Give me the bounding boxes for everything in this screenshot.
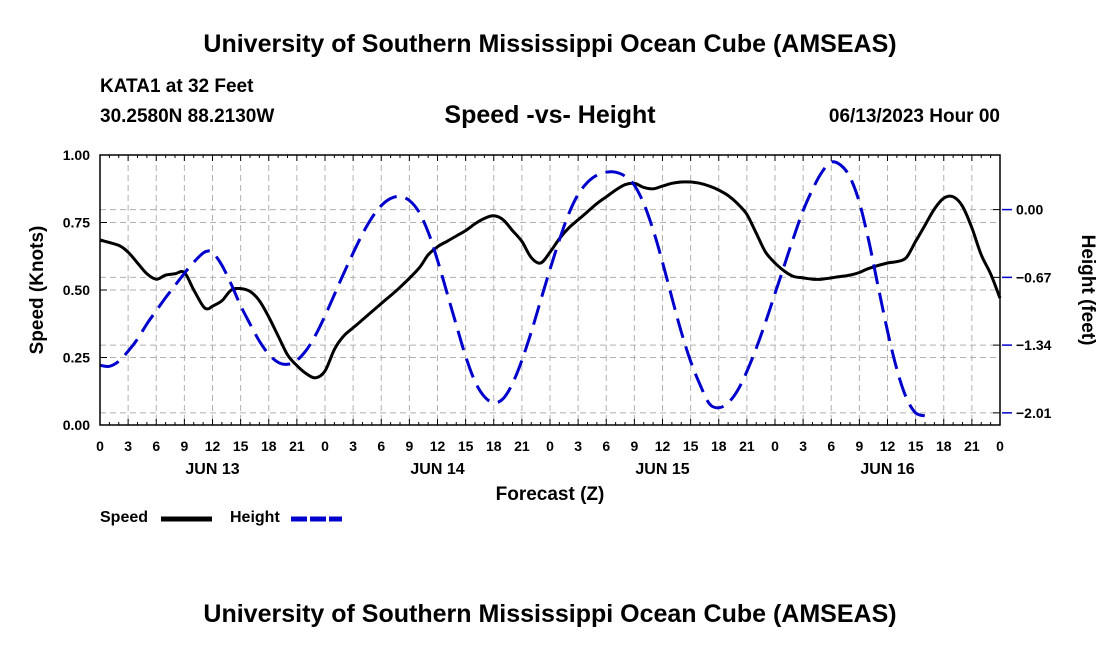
axis-ticks (99, 154, 1012, 426)
x-tick-label: 21 (964, 438, 980, 454)
x-tick-label: 15 (683, 438, 699, 454)
x-tick-label: 18 (261, 438, 277, 454)
x-axis-title: Forecast (Z) (496, 484, 605, 505)
series-lines (99, 160, 1002, 418)
x-tick-label: 15 (908, 438, 924, 454)
x-tick-label: 3 (574, 438, 582, 454)
station-label: KATA1 at 32 Feet (100, 76, 254, 97)
x-tick-label: 18 (486, 438, 502, 454)
y-axis-title: Speed (Knots) (27, 226, 48, 355)
x-tick-label: 15 (458, 438, 474, 454)
x-tick-label: 0 (96, 438, 104, 454)
x-tick-label: 6 (602, 438, 610, 454)
x-tick-label: 6 (152, 438, 160, 454)
y-tick-label: 1.00 (63, 147, 90, 163)
day-label: JUN 14 (410, 461, 464, 478)
y2-tick-label: −1.34 (1016, 337, 1052, 353)
x-tick-label: 0 (771, 438, 779, 454)
x-tick-label: 15 (233, 438, 249, 454)
y2-tick-label: −2.01 (1016, 405, 1052, 421)
y-tick-label: 0.75 (63, 215, 90, 231)
footer-title: University of Southern Mississippi Ocean… (203, 600, 897, 628)
x-tick-label: 6 (377, 438, 385, 454)
x-tick-label: 3 (349, 438, 357, 454)
x-tick-label: 0 (996, 438, 1004, 454)
x-tick-label: 6 (827, 438, 835, 454)
day-label: JUN 15 (635, 461, 689, 478)
x-tick-label: 9 (180, 438, 188, 454)
axis-labels: 0 3 6 9 12 15 18 21 0 3 6 9 12 15 18 21 0 3 6 9 12 15 18 21 0 3 6 9… (27, 147, 1098, 505)
y-tick-label: 0.00 (63, 417, 90, 433)
x-tick-label: 21 (514, 438, 530, 454)
x-tick-label: 12 (205, 438, 221, 454)
x-tick-label: 3 (124, 438, 132, 454)
y2-axis-title: Height (feet) (1077, 235, 1098, 346)
forecast-date: 06/13/2023 Hour 00 (828, 106, 1000, 127)
x-tick-label: 9 (405, 438, 413, 454)
x-tick-label: 12 (655, 438, 671, 454)
page-title: University of Southern Mississippi Ocean… (203, 30, 897, 58)
x-tick-label: 21 (289, 438, 305, 454)
grid-lines (100, 155, 1000, 425)
legend-speed-label: Speed (100, 509, 149, 526)
legend-height-label: Height (230, 509, 280, 526)
x-tick-label: 21 (739, 438, 755, 454)
x-tick-label: 18 (711, 438, 727, 454)
speed-height-chart: 0 3 6 9 12 15 18 21 0 3 6 9 12 15 18 21 0 3 6 9 12 15 18 21 0 3 6 9… (27, 147, 1098, 522)
station-coordinates: 30.2580N 88.2130W (100, 106, 275, 127)
x-tick-label: 3 (799, 438, 807, 454)
x-tick-label: 0 (321, 438, 329, 454)
y2-tick-label: −0.67 (1016, 269, 1052, 285)
x-tick-label: 12 (880, 438, 896, 454)
y-tick-label: 0.25 (63, 350, 90, 366)
x-tick-label: 18 (936, 438, 952, 454)
x-tick-label: 9 (855, 438, 863, 454)
x-tick-label: 9 (630, 438, 638, 454)
day-label: JUN 16 (860, 461, 914, 478)
chart-title: Speed -vs- Height (444, 101, 656, 129)
y-tick-label: 0.50 (63, 282, 90, 298)
day-label: JUN 13 (185, 461, 239, 478)
x-tick-label: 12 (430, 438, 446, 454)
height-series-line (99, 160, 926, 418)
x-tick-label: 0 (546, 438, 554, 454)
y2-tick-label: 0.00 (1016, 202, 1043, 218)
